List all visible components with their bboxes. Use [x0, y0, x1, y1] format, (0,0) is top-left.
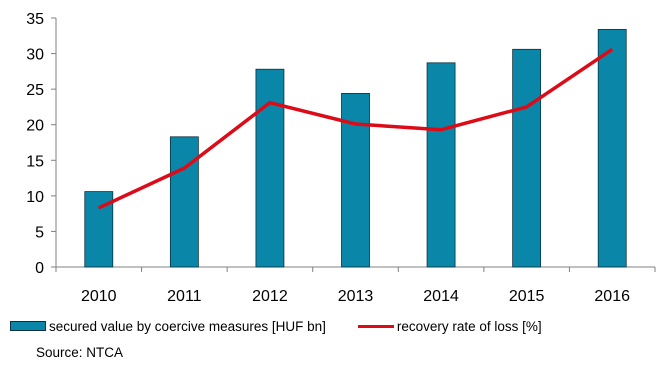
bar	[597, 28, 627, 268]
legend-line-swatch	[357, 324, 394, 328]
bar	[341, 93, 370, 268]
legend-line-label: recovery rate of loss [%]	[396, 318, 542, 334]
y-tick-label: 20	[26, 118, 44, 135]
y-tick-label: 30	[26, 47, 44, 64]
legend-bar-label: secured value by coercive measures [HUF …	[49, 318, 326, 334]
x-tick-label: 2016	[594, 288, 630, 305]
x-tick-label: 2014	[423, 288, 459, 305]
bar	[426, 62, 456, 268]
x-tick-label: 2010	[81, 288, 117, 305]
legend-item-bar: secured value by coercive measures [HUF …	[10, 319, 326, 334]
chart: 0 5 10 15 20 25 30 35 2010 2011 2012 2013 2014 2015 20…	[26, 11, 656, 305]
x-tick-label: 2012	[252, 288, 288, 305]
bar	[255, 68, 285, 268]
legend-item-line: recovery rate of loss [%]	[326, 319, 542, 334]
x-tick-label: 2013	[338, 288, 374, 305]
y-tick-label: 35	[26, 11, 44, 28]
y-tick-label: 5	[35, 224, 44, 241]
legend-bar-swatch	[10, 321, 46, 331]
source-note: Source: NTCA	[36, 345, 124, 360]
line-series	[98, 47, 614, 210]
y-tick-label: 0	[35, 260, 44, 277]
bar	[512, 48, 542, 268]
y-tick-label: 25	[26, 82, 44, 99]
x-tick-label: 2011	[167, 288, 202, 305]
y-tick-label: 10	[26, 189, 44, 206]
x-tick-label: 2015	[509, 288, 545, 305]
y-tick-label: 15	[26, 153, 44, 170]
bar	[169, 136, 199, 268]
legend: secured value by coercive measures [HUF …	[10, 318, 542, 334]
